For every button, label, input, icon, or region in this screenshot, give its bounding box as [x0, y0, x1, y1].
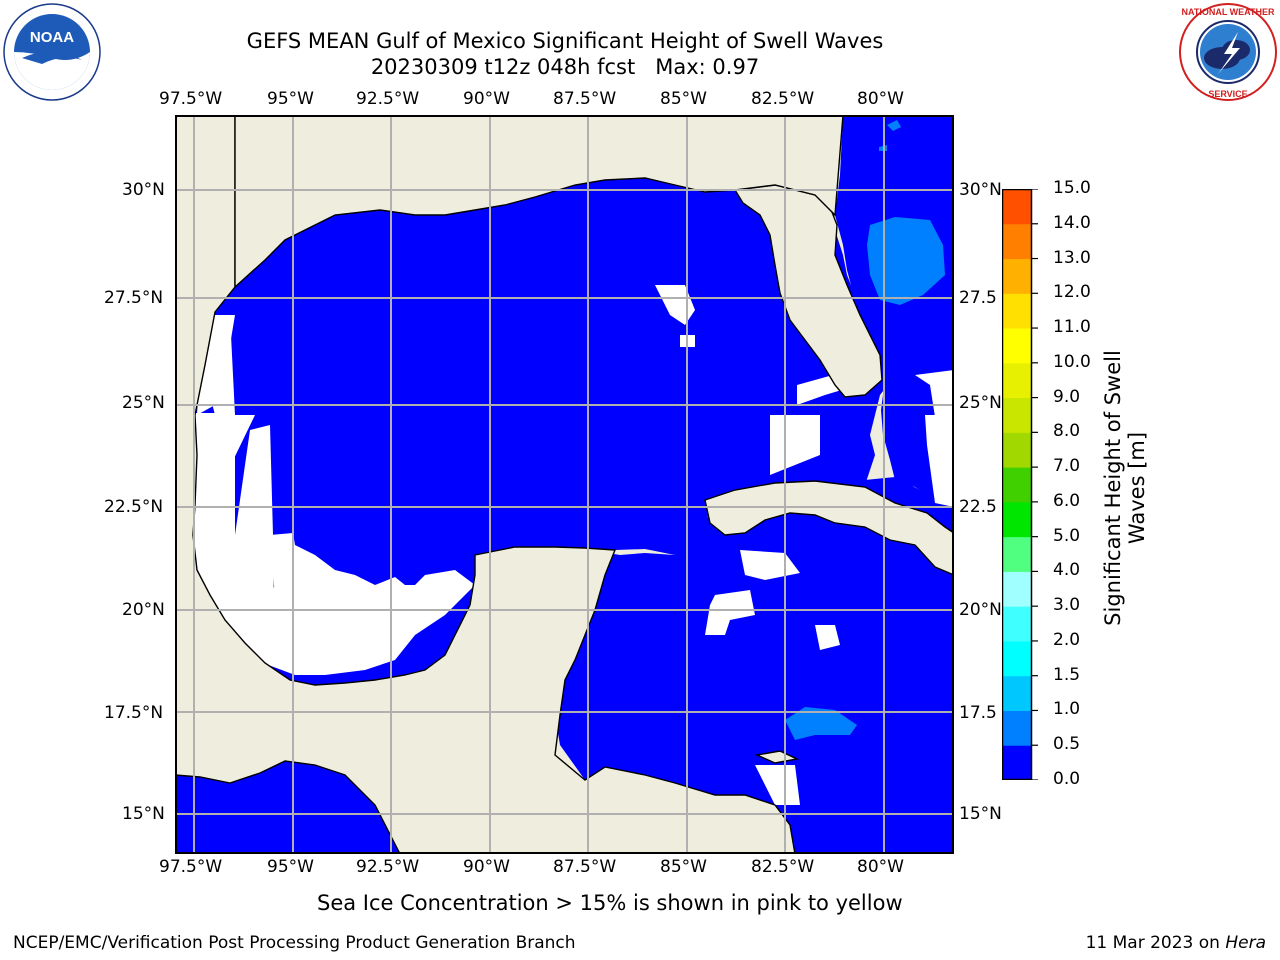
lon-tick-top: 92.5°W — [356, 89, 420, 109]
colorbar-segment — [1002, 606, 1032, 642]
lon-tick-top: 80°W — [857, 89, 904, 109]
map-frame — [175, 115, 954, 854]
colorbar-segment — [1002, 293, 1032, 329]
colorbar-tick-label: 3.0 — [1053, 595, 1081, 616]
colorbar-tick-label: 1.0 — [1053, 699, 1081, 720]
colorbar-segment — [1002, 675, 1032, 711]
colorbar-tick-label: 6.0 — [1053, 490, 1081, 511]
colorbar-tick-label: 10.0 — [1053, 351, 1091, 372]
colorbar-segment — [1002, 745, 1032, 780]
land-masses — [175, 115, 954, 854]
swell-patch-caribbean — [785, 707, 857, 740]
lat-tick-left: 17.5°N — [104, 703, 164, 723]
lat-tick-right: 25°N — [959, 393, 1002, 413]
chart-title: GEFS MEAN Gulf of Mexico Significant Hei… — [246, 29, 884, 53]
colorbar-segment — [1002, 223, 1032, 260]
colorbar-segment — [1002, 710, 1032, 746]
colorbar-tick-label: 12.0 — [1053, 282, 1091, 303]
colorbar-segment — [1002, 432, 1032, 468]
colorbar-tick-label: 0.0 — [1053, 769, 1081, 789]
nws-logo: NATIONAL WEATHER SERVICE — [1179, 3, 1277, 101]
colorbar-tick-label: 0.5 — [1053, 734, 1081, 755]
lon-tick-bottom: 87.5°W — [553, 857, 617, 877]
lat-tick-right: 15°N — [959, 804, 1002, 824]
caribbean-sea — [555, 477, 954, 854]
lat-tick-right: 17.5 — [959, 703, 997, 723]
colorbar-segment — [1002, 536, 1032, 572]
colorbar-tick-label: 15.0 — [1053, 178, 1091, 198]
lat-tick-right: 27.5 — [959, 288, 997, 308]
chart-subtitle: 20230309 t12z 048h fcst Max: 0.97 — [0, 54, 1130, 80]
colorbar-segment — [1002, 640, 1032, 677]
lon-tick-top: 95°W — [267, 89, 314, 109]
lat-tick-left: 15°N — [122, 804, 165, 824]
svg-text:NATIONAL WEATHER: NATIONAL WEATHER — [1182, 7, 1275, 17]
jamaica — [754, 750, 800, 764]
yucatan — [175, 115, 796, 854]
colorbar-title-line2: Waves [m] — [1125, 431, 1149, 545]
lon-tick-bottom: 85°W — [660, 857, 707, 877]
florida — [733, 184, 883, 398]
svg-text:SERVICE: SERVICE — [1208, 89, 1247, 99]
colorbar-segment — [1002, 258, 1032, 294]
lat-tick-left: 20°N — [122, 600, 165, 620]
colorbar-segment — [1002, 501, 1032, 538]
noaa-logo: NOAA — [3, 3, 101, 101]
colorbar-segment — [1002, 571, 1032, 607]
colorbar-tick-label: 9.0 — [1053, 386, 1081, 407]
max-value: Max: 0.97 — [655, 55, 760, 79]
colorbar-tick-label: 5.0 — [1053, 525, 1081, 546]
lat-tick-left: 25°N — [122, 393, 165, 413]
colorbar-title: Significant Height of Swell Waves [m] — [1101, 348, 1151, 628]
lon-tick-bottom: 95°W — [267, 857, 314, 877]
colorbar-title-line1: Significant Height of Swell — [1101, 350, 1125, 626]
colorbar-tick-label: 4.0 — [1053, 560, 1081, 581]
lat-tick-left: 27.5°N — [104, 288, 164, 308]
colorbar-tick-label: 2.0 — [1053, 629, 1081, 650]
footer-host: Hera — [1225, 933, 1266, 953]
colorbar-tick-label: 1.5 — [1053, 664, 1081, 685]
colorbar-tick-label: 8.0 — [1053, 421, 1081, 442]
lon-tick-top: 82.5°W — [751, 89, 815, 109]
colorbar-tick-label: 11.0 — [1053, 317, 1091, 338]
lon-tick-bottom: 90°W — [463, 857, 510, 877]
lon-tick-top: 90°W — [463, 89, 510, 109]
lon-tick-top: 97.5°W — [159, 89, 223, 109]
colorbar-frame — [1002, 189, 1033, 780]
lon-tick-bottom: 92.5°W — [356, 857, 420, 877]
lon-tick-bottom: 97.5°W — [159, 857, 223, 877]
cuba — [704, 480, 954, 576]
pacific-ocean — [175, 761, 400, 854]
footer-date-text: 11 Mar 2023 on — [1085, 933, 1226, 953]
swell-dot-1 — [887, 120, 901, 131]
colorbar-segment — [1002, 328, 1032, 364]
colorbar-segment — [1002, 397, 1032, 433]
colorbar — [1002, 189, 1038, 780]
footer-credit: NCEP/EMC/Verification Post Processing Pr… — [13, 933, 576, 953]
lat-tick-left: 30°N — [122, 180, 165, 200]
footer-date: 11 Mar 2023 on Hera — [1086, 933, 1266, 953]
colorbar-segment — [1002, 362, 1032, 399]
lat-tick-right: 30°N — [959, 180, 1002, 200]
lon-tick-bottom: 82.5°W — [751, 857, 815, 877]
map-gridlines — [175, 115, 954, 854]
colorbar-tick-label: 7.0 — [1053, 456, 1081, 477]
lat-tick-left: 22.5°N — [104, 497, 164, 517]
colorbar-tick-label: 14.0 — [1053, 212, 1091, 233]
lon-tick-top: 87.5°W — [553, 89, 617, 109]
swell-patch-atlantic — [867, 217, 945, 305]
colorbar-segment — [1002, 467, 1032, 503]
noaa-logo-text: NOAA — [30, 29, 74, 46]
lat-tick-right: 20°N — [959, 600, 1002, 620]
lon-tick-bottom: 80°W — [857, 857, 904, 877]
atlantic-ocean — [835, 115, 954, 505]
gulf-of-mexico — [193, 178, 895, 685]
colorbar-tick-label: 13.0 — [1053, 247, 1091, 268]
colorbar-segment — [1002, 189, 1032, 225]
run-date: 20230309 t12z 048h fcst — [370, 55, 636, 79]
map-panel — [175, 115, 954, 854]
lon-tick-top: 85°W — [660, 89, 707, 109]
sea-ice-note: Sea Ice Concentration > 15% is shown in … — [317, 891, 903, 915]
lat-tick-right: 22.5 — [959, 497, 997, 517]
